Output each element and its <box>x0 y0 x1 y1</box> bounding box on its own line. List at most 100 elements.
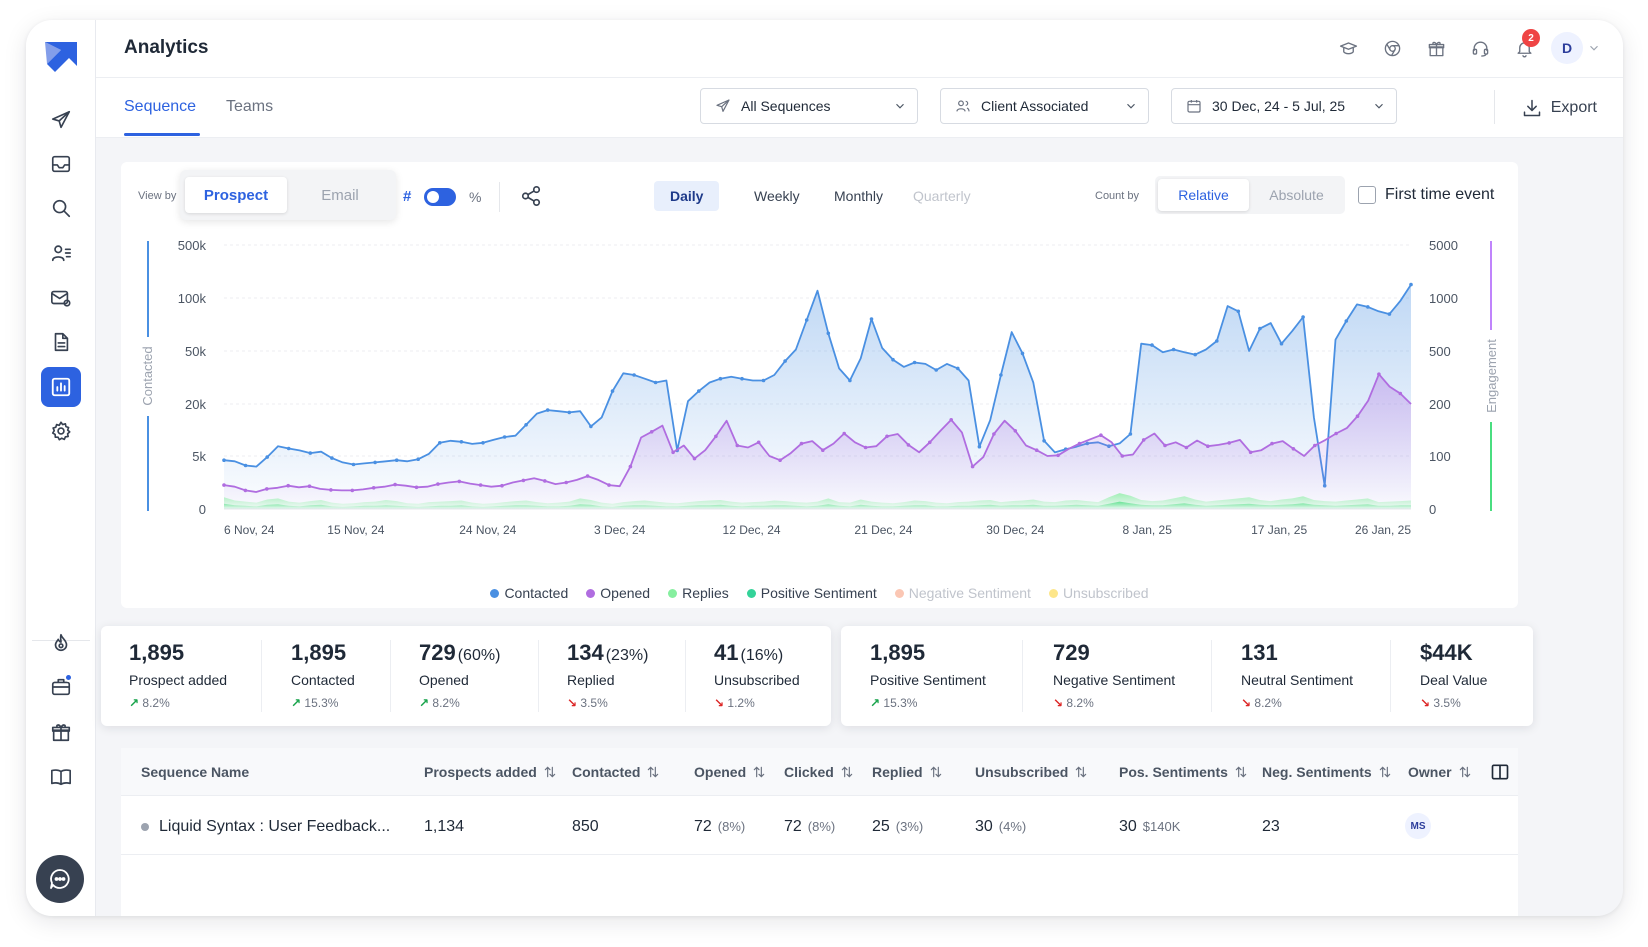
sort-icon <box>840 765 854 779</box>
column-header-sequence-name[interactable]: Sequence Name <box>141 764 249 780</box>
data-point-opened <box>372 486 376 490</box>
legend-item-opened[interactable]: Opened <box>586 585 650 601</box>
inbox-icon[interactable] <box>41 144 81 184</box>
status-dot <box>141 823 149 831</box>
sequence-filter-dropdown[interactable]: All Sequences <box>700 88 918 124</box>
chevron-down-icon[interactable] <box>1587 41 1601 55</box>
data-point-opened <box>821 448 825 452</box>
data-point-opened <box>265 487 269 491</box>
data-point-opened <box>1377 372 1381 376</box>
tab-sequence[interactable]: Sequence <box>124 98 196 116</box>
column-header-unsubscribed[interactable]: Unsubscribed <box>975 764 1088 780</box>
owner-avatar[interactable]: MS <box>1405 813 1431 839</box>
legend-dot <box>668 589 677 598</box>
data-point-contacted <box>438 441 442 445</box>
chevron-down-icon <box>1372 99 1386 113</box>
legend-item-negative-sentiment[interactable]: Negative Sentiment <box>895 585 1031 601</box>
stat-change: ↗ 15.3% <box>870 696 986 710</box>
arrow-down-icon: ↘ <box>1241 696 1251 710</box>
briefcase-icon[interactable] <box>41 667 81 707</box>
gift-icon[interactable] <box>1419 31 1453 65</box>
column-header-neg-sentiments[interactable]: Neg. Sentiments <box>1262 764 1392 780</box>
x-tick-label: 24 Nov, 24 <box>459 523 516 537</box>
legend-item-contacted[interactable]: Contacted <box>490 585 568 601</box>
chat-support-button[interactable] <box>36 855 84 903</box>
data-point-contacted <box>762 379 766 383</box>
data-point-opened <box>500 484 504 488</box>
y-tick-label-right: 5000 <box>1429 238 1458 253</box>
sentiment-stats-card: 1,895 Positive Sentiment ↗ 15.3% 729 Neg… <box>841 626 1533 726</box>
data-point-opened <box>1014 429 1018 433</box>
arrow-down-icon: ↘ <box>1420 696 1430 710</box>
column-header-contacted[interactable]: Contacted <box>572 764 660 780</box>
notification-bell-icon[interactable]: 2 <box>1507 31 1541 65</box>
data-point-opened <box>1270 442 1274 446</box>
app-logo[interactable] <box>41 36 81 76</box>
client-filter-dropdown[interactable]: Client Associated <box>940 88 1149 124</box>
sequences-send-icon[interactable] <box>41 100 81 140</box>
stat-replied: 134 (23%) Replied ↘ 3.5% <box>567 640 648 710</box>
headset-support-icon[interactable] <box>1463 31 1497 65</box>
data-point-opened <box>1035 448 1039 452</box>
column-header-pos-sentiments[interactable]: Pos. Sentiments <box>1119 764 1248 780</box>
data-point-opened <box>222 483 226 487</box>
analytics-chart-icon[interactable] <box>41 367 81 407</box>
legend-label: Contacted <box>504 585 568 601</box>
column-header-opened[interactable]: Opened <box>694 764 766 780</box>
stat-value: $44K <box>1420 640 1487 666</box>
data-point-opened <box>543 479 547 483</box>
stat-value: 134 (23%) <box>567 640 648 666</box>
data-point-opened <box>393 483 397 487</box>
column-header-replied[interactable]: Replied <box>872 764 943 780</box>
book-icon[interactable] <box>41 757 81 797</box>
chrome-extension-icon[interactable] <box>1375 31 1409 65</box>
sequence-filter-value: All Sequences <box>741 98 831 114</box>
data-point-contacted <box>1409 283 1413 287</box>
legend-dot <box>586 589 595 598</box>
gift-icon[interactable] <box>41 712 81 752</box>
data-point-contacted <box>1237 310 1241 314</box>
legend-item-replies[interactable]: Replies <box>668 585 729 601</box>
prospect-stats-card: 1,895 Prospect added ↗ 8.2% 1,895 Contac… <box>101 626 831 726</box>
column-header-prospects-added[interactable]: Prospects added <box>424 764 557 780</box>
data-point-contacted <box>1042 439 1046 443</box>
column-header-clicked[interactable]: Clicked <box>784 764 854 780</box>
data-point-opened <box>949 418 953 422</box>
sort-icon <box>543 765 557 779</box>
arrow-up-icon: ↗ <box>870 696 880 710</box>
tab-teams[interactable]: Teams <box>226 98 273 116</box>
prospects-list-icon[interactable] <box>41 233 81 273</box>
y-tick-label-right: 1000 <box>1429 291 1458 306</box>
y-axis-title-left: Contacted <box>140 346 155 405</box>
user-avatar[interactable]: D <box>1551 32 1583 64</box>
academy-cap-icon[interactable] <box>1331 31 1365 65</box>
cell-sequence-name[interactable]: Liquid Syntax : User Feedback... <box>141 818 390 836</box>
data-point-contacted <box>611 389 615 393</box>
legend-item-positive-sentiment[interactable]: Positive Sentiment <box>747 585 877 601</box>
stat-value: 1,895 <box>129 640 227 666</box>
cell-clicked: 72 (8%) <box>784 818 835 836</box>
stat-label: Opened <box>419 672 500 688</box>
data-point-contacted <box>395 458 399 462</box>
date-range-dropdown[interactable]: 30 Dec, 24 - 5 Jul, 25 <box>1171 88 1397 124</box>
data-point-contacted <box>999 373 1003 377</box>
data-point-contacted <box>1301 315 1305 319</box>
stat-divider <box>1022 640 1023 712</box>
settings-gear-icon[interactable] <box>41 411 81 451</box>
stat-change: ↘ 1.2% <box>714 696 800 710</box>
columns-layout-icon[interactable] <box>1490 762 1510 782</box>
stat-opened: 729 (60%) Opened ↗ 8.2% <box>419 640 500 710</box>
search-icon[interactable] <box>41 188 81 228</box>
activity-flame-icon[interactable] <box>41 623 81 663</box>
data-point-opened <box>971 465 975 469</box>
data-point-contacted <box>1150 343 1154 347</box>
stat-label: Prospect added <box>129 672 227 688</box>
email-settings-icon[interactable] <box>41 278 81 318</box>
column-header-owner[interactable]: Owner <box>1408 764 1472 780</box>
document-icon[interactable] <box>41 322 81 362</box>
stat-change: ↘ 3.5% <box>567 696 648 710</box>
export-button[interactable]: Export <box>1522 98 1597 118</box>
client-filter-value: Client Associated <box>981 98 1088 114</box>
data-point-opened <box>757 441 761 445</box>
legend-item-unsubscribed[interactable]: Unsubscribed <box>1049 585 1149 601</box>
